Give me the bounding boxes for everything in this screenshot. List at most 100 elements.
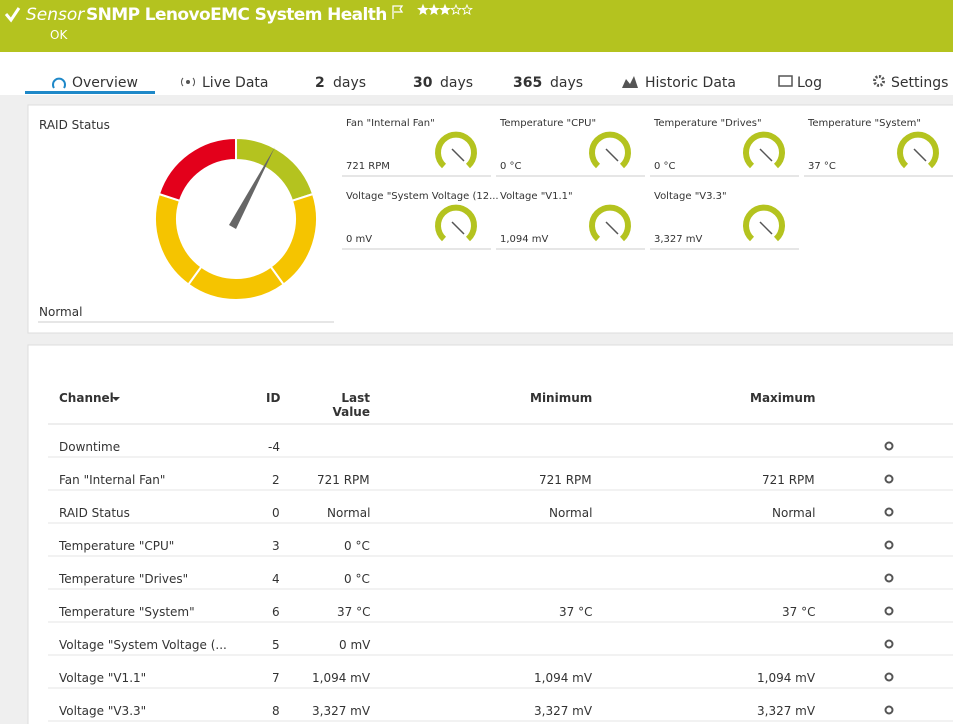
raid-gauge-needle <box>229 147 275 229</box>
table-cell: 0 °C <box>344 539 370 553</box>
table-cell: 37 °C <box>337 605 371 619</box>
tab-count[interactable]: 365 <box>513 75 543 91</box>
raid-gauge-segment <box>157 136 237 203</box>
raid-value: Normal <box>39 305 83 319</box>
raid-title: RAID Status <box>39 118 110 132</box>
historic-icon <box>622 76 638 88</box>
gauge-value: 0 mV <box>346 234 373 245</box>
column-header[interactable]: Channel <box>59 391 114 405</box>
tab-label[interactable]: days <box>550 75 584 91</box>
gauge-needle <box>605 148 619 162</box>
row-settings-icon <box>884 672 894 682</box>
table-cell: -4 <box>268 440 280 454</box>
priority-star <box>450 3 462 15</box>
table-cell: Fan "Internal Fan" <box>59 473 166 487</box>
table-cell: 0 <box>272 506 280 520</box>
table-cell: 721 RPM <box>762 473 815 487</box>
gauge-name: Temperature "Drives" <box>654 118 762 129</box>
row-settings-icon <box>884 507 894 517</box>
gauge-arc <box>435 204 477 242</box>
gauge-needle <box>451 221 465 235</box>
priority-star <box>417 3 429 15</box>
gauge-arc <box>743 131 785 169</box>
gauge-value: 721 RPM <box>346 161 390 172</box>
gauge-name: Voltage "System Voltage (12... <box>346 191 499 202</box>
table-cell: 1,094 mV <box>757 671 816 685</box>
sensor-title: SNMP LenovoEMC System Health <box>86 5 387 25</box>
tab-label[interactable]: Overview <box>72 75 138 91</box>
gauge-value: 1,094 mV <box>500 234 549 245</box>
table-cell: Normal <box>772 506 816 520</box>
table-cell: 721 RPM <box>317 473 370 487</box>
tab-label[interactable]: Settings <box>891 75 949 91</box>
gauge-arc <box>589 204 631 242</box>
table-cell: 5 <box>272 638 280 652</box>
active-tab-underline <box>25 91 155 94</box>
gauge-needle <box>759 148 773 162</box>
gauge-arc <box>897 131 939 169</box>
live-icon-waves <box>181 77 195 87</box>
tab-label[interactable]: Log <box>797 75 823 91</box>
table-cell: 37 °C <box>782 605 816 619</box>
table-cell: 6 <box>272 605 280 619</box>
overview-icon <box>52 77 66 89</box>
gauge-name: Temperature "System" <box>808 118 922 129</box>
column-header[interactable]: Last Value <box>332 391 370 419</box>
table-cell: Voltage "V3.3" <box>59 704 147 718</box>
table-cell: Temperature "Drives" <box>59 572 189 586</box>
row-settings-icon <box>884 474 894 484</box>
table-cell: Normal <box>549 506 593 520</box>
row-settings-icon <box>884 540 894 550</box>
row-settings-icon <box>884 639 894 649</box>
column-header[interactable]: Minimum <box>530 391 593 405</box>
table-cell: 2 <box>272 473 280 487</box>
row-settings-icon <box>884 573 894 583</box>
tab-label[interactable]: Live Data <box>202 75 269 91</box>
sensor-status: OK <box>50 28 68 42</box>
gauge-value: 0 °C <box>654 161 676 172</box>
tab-count[interactable]: 2 <box>315 75 325 91</box>
row-settings-icon <box>884 441 894 451</box>
tab-count[interactable]: 30 <box>413 75 433 91</box>
gauge-value: 3,327 mV <box>654 234 703 245</box>
table-cell: Voltage "V1.1" <box>59 671 147 685</box>
table-cell: Temperature "CPU" <box>59 539 175 553</box>
priority-star <box>461 3 473 15</box>
table-cell: Normal <box>327 506 371 520</box>
gauge-arc <box>743 204 785 242</box>
column-header[interactable]: ID <box>266 391 281 405</box>
priority-star <box>439 3 451 15</box>
log-icon <box>778 75 793 87</box>
gauge-value: 37 °C <box>808 161 836 172</box>
header-bar <box>0 0 953 52</box>
table-cell: 3 <box>272 539 280 553</box>
table-cell: 8 <box>272 704 280 718</box>
gauge-name: Fan "Internal Fan" <box>346 118 435 129</box>
tab-label[interactable]: Historic Data <box>645 75 736 91</box>
column-header[interactable]: Maximum <box>750 391 816 405</box>
table-cell: 37 °C <box>559 605 593 619</box>
sensor-label: Sensor <box>26 5 85 25</box>
gauge-name: Temperature "CPU" <box>500 118 597 129</box>
table-cell: Downtime <box>59 440 121 454</box>
settings-icon <box>873 75 885 87</box>
table-cell: Temperature "System" <box>59 605 195 619</box>
tab-label[interactable]: days <box>440 75 474 91</box>
gauge-name: Voltage "V3.3" <box>654 191 727 202</box>
sort-arrow <box>112 397 120 401</box>
row-settings-icon <box>884 705 894 715</box>
gauge-value: 0 °C <box>500 161 522 172</box>
gauge-panel <box>27 104 953 334</box>
priority-star <box>428 3 440 15</box>
table-panel <box>27 344 953 724</box>
table-cell: 3,327 mV <box>757 704 816 718</box>
table-cell: 3,327 mV <box>534 704 593 718</box>
table-cell: 1,094 mV <box>312 671 371 685</box>
table-cell: RAID Status <box>59 506 130 520</box>
tab-label[interactable]: days <box>333 75 367 91</box>
table-cell: 721 RPM <box>539 473 592 487</box>
table-cell: Voltage "System Voltage (... <box>59 638 227 652</box>
favorite-flag <box>392 5 404 19</box>
